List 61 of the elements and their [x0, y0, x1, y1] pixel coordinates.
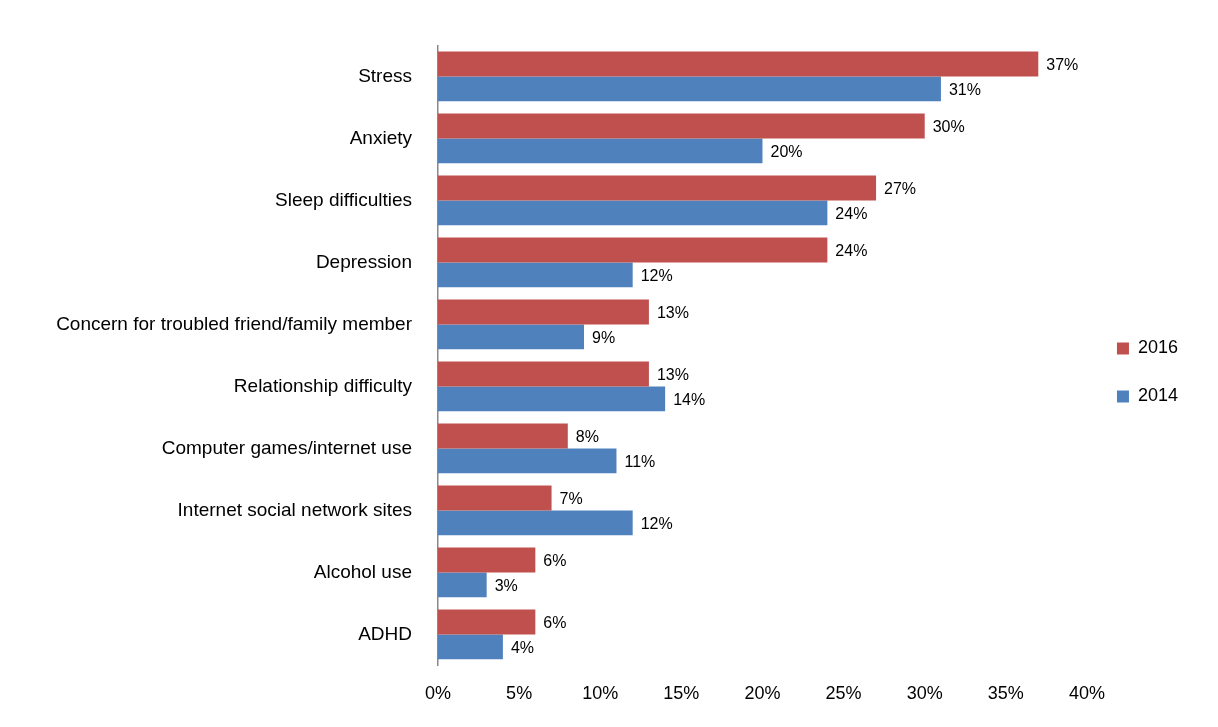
- x-tick-label: 20%: [744, 683, 781, 704]
- data-label: 20%: [770, 143, 803, 161]
- data-label: 8%: [575, 428, 599, 446]
- data-label: 12%: [640, 267, 673, 285]
- data-label: 24%: [835, 205, 868, 223]
- y-tick-label: ADHD: [358, 622, 412, 644]
- bar: [438, 113, 925, 139]
- bar: [438, 76, 941, 102]
- data-label: 14%: [673, 391, 706, 409]
- bar: [438, 609, 536, 635]
- data-label: 12%: [640, 515, 673, 533]
- y-tick-label: Stress: [358, 64, 412, 86]
- data-label: 6%: [543, 552, 567, 570]
- data-label: 9%: [592, 329, 616, 347]
- bar: [438, 299, 649, 325]
- data-label: 31%: [948, 81, 981, 99]
- y-tick-label: Sleep difficulties: [275, 188, 412, 210]
- data-label: 11%: [624, 453, 656, 471]
- y-tick-label: Concern for troubled friend/family member: [56, 312, 413, 334]
- data-label: 6%: [543, 614, 567, 632]
- y-tick-label: Alcohol use: [313, 560, 412, 582]
- bar: [438, 448, 617, 474]
- y-tick-label: Internet social network sites: [177, 498, 412, 520]
- bar: [438, 51, 1039, 77]
- bar: [438, 634, 503, 660]
- bar: [438, 175, 877, 201]
- data-label: 3%: [494, 577, 518, 595]
- x-tick-label: 35%: [987, 683, 1024, 704]
- bar: [438, 547, 536, 573]
- x-tick-label: 15%: [663, 683, 700, 704]
- bar: [438, 510, 633, 536]
- data-label: 7%: [559, 490, 583, 508]
- x-tick-label: 5%: [506, 683, 533, 704]
- bar: [438, 237, 828, 263]
- x-tick-label: 30%: [906, 683, 943, 704]
- x-tick-label: 25%: [825, 683, 862, 704]
- bar: [438, 262, 633, 288]
- y-tick-label: Depression: [315, 250, 412, 272]
- bar: [438, 138, 763, 164]
- bar: [438, 572, 487, 598]
- bar: [438, 423, 568, 449]
- legend-label: 2016: [1137, 337, 1178, 358]
- y-tick-label: Computer games/internet use: [161, 436, 412, 458]
- bar: [438, 386, 666, 412]
- x-tick-label: 40%: [1068, 683, 1105, 704]
- y-tick-label: Relationship difficulty: [233, 374, 413, 396]
- data-label: 27%: [884, 180, 917, 198]
- data-label: 30%: [932, 118, 965, 136]
- bar: [438, 485, 552, 511]
- data-label: 13%: [656, 304, 689, 322]
- bar: [438, 200, 828, 226]
- bar: [438, 324, 585, 350]
- y-tick-label: Anxiety: [349, 126, 413, 148]
- x-tick-label: 0%: [424, 683, 452, 704]
- bar: [438, 361, 649, 387]
- data-label: 4%: [510, 639, 535, 657]
- data-label: 37%: [1046, 56, 1079, 74]
- data-label: 13%: [656, 366, 689, 384]
- legend-label: 2014: [1137, 385, 1178, 406]
- x-tick-label: 10%: [582, 683, 619, 704]
- data-label: 24%: [835, 242, 868, 260]
